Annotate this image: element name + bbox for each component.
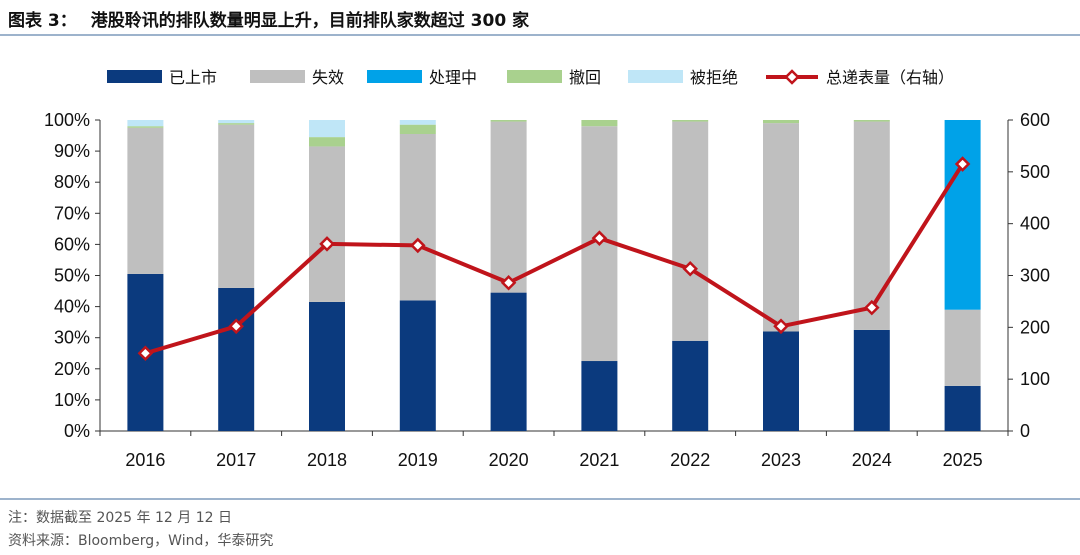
bar-segment [309, 301, 345, 431]
left-tick-label: 70% [54, 203, 90, 223]
bar-segment [853, 329, 890, 431]
right-tick-label: 400 [1020, 214, 1050, 234]
bar-segment [672, 121, 709, 341]
legend-swatch [628, 70, 683, 83]
top-divider [0, 34, 1080, 36]
bar-segment [218, 287, 255, 431]
right-tick-label: 0 [1020, 421, 1030, 441]
line-point-marker [410, 237, 426, 254]
bar-segment [672, 120, 709, 122]
line-point-marker [500, 274, 517, 291]
legend-swatch [367, 70, 422, 83]
total-filings-line [144, 162, 965, 356]
bottom-divider [0, 498, 1080, 500]
left-tick-label: 60% [54, 234, 90, 254]
bar-segment [399, 133, 436, 301]
stacked-bar-line-chart: 0% 10% 20% 30% 40% 50% 60% 70% 80% 90% 100% 0 100 200… [44, 68, 1050, 470]
bar-segment [127, 120, 164, 127]
left-tick-label: 10% [54, 390, 90, 410]
right-tick-label: 100 [1020, 369, 1050, 389]
bar-segment [763, 120, 799, 124]
x-tick-label: 2016 [125, 450, 165, 470]
bar-segment [218, 123, 255, 125]
x-tick-label: 2017 [216, 450, 256, 470]
figure-label: 图表 3： [8, 11, 77, 31]
bar-segment [490, 120, 527, 122]
source-note: 资料来源：Bloomberg，Wind，华泰研究 [8, 533, 274, 549]
legend-marker [784, 69, 800, 85]
bar-segment [763, 331, 799, 431]
bar-segment [218, 120, 255, 124]
line-point-marker [773, 318, 789, 335]
line-point-marker [228, 318, 244, 335]
bar-segment [399, 120, 436, 125]
left-tick-label: 50% [54, 266, 90, 286]
line-point-marker [682, 260, 698, 277]
x-tick-label: 2019 [398, 450, 438, 470]
bar-segment [309, 137, 345, 147]
legend-label: 处理中 [429, 68, 477, 87]
right-tick-label: 200 [1020, 317, 1050, 337]
legend-label: 失效 [312, 68, 344, 87]
bar-segment [309, 146, 345, 302]
left-tick-label: 30% [54, 328, 90, 348]
bar-segment [309, 120, 345, 138]
bar-segment [581, 120, 618, 127]
bar-segment [127, 127, 164, 274]
x-tick-label: 2022 [670, 450, 710, 470]
line-point-marker [591, 230, 608, 246]
figure-title: 港股聆讯的排队数量明显上升，目前排队家数超过 300 家 [90, 11, 530, 31]
x-tick-label: 2023 [761, 450, 801, 470]
x-tick-label: 2021 [579, 450, 619, 470]
legend-label: 撤回 [569, 68, 601, 87]
left-tick-label: 90% [54, 141, 90, 161]
x-tick-label: 2020 [489, 450, 529, 470]
right-tick-label: 500 [1020, 162, 1050, 182]
bar-segment [853, 120, 890, 122]
line-point-marker [137, 345, 154, 362]
x-tick-label: 2025 [943, 450, 983, 470]
bar-segment [490, 292, 527, 431]
left-tick-label: 0% [64, 421, 90, 441]
legend-swatch [250, 70, 305, 83]
legend-swatch [107, 70, 162, 83]
bar-segment [218, 124, 255, 288]
legend-swatch [507, 70, 562, 83]
bar-segment [944, 309, 981, 386]
right-tick-label: 600 [1020, 110, 1050, 130]
bar-segment [127, 126, 164, 128]
left-tick-label: 100% [44, 110, 90, 130]
line-point-marker [319, 236, 335, 252]
bar-segment [853, 121, 890, 330]
line-point-marker [864, 299, 880, 316]
bar-segment [672, 340, 709, 431]
left-tick-label: 40% [54, 297, 90, 317]
chart-title: 图表 3： 港股聆讯的排队数量明显上升，目前排队家数超过 300 家 [8, 6, 529, 31]
x-tick-label: 2024 [852, 450, 892, 470]
legend-label: 已上市 [169, 68, 217, 87]
left-tick-label: 20% [54, 359, 90, 379]
x-tick-label: 2018 [307, 450, 347, 470]
legend-label: 被拒绝 [690, 68, 738, 87]
bar-segment [581, 361, 618, 431]
right-tick-label: 300 [1020, 266, 1050, 286]
footnote: 注：数据截至 2025 年 12 月 12 日 [8, 510, 232, 526]
bar-segment [399, 124, 436, 134]
bar-segment [944, 120, 981, 310]
bar-segment [490, 121, 527, 293]
left-tick-label: 80% [54, 172, 90, 192]
line-point-marker [954, 156, 971, 172]
bar-segment [944, 385, 981, 431]
bar-segment [399, 300, 436, 431]
legend-label: 总递表量（右轴） [826, 68, 954, 87]
bar-segment [763, 123, 799, 332]
